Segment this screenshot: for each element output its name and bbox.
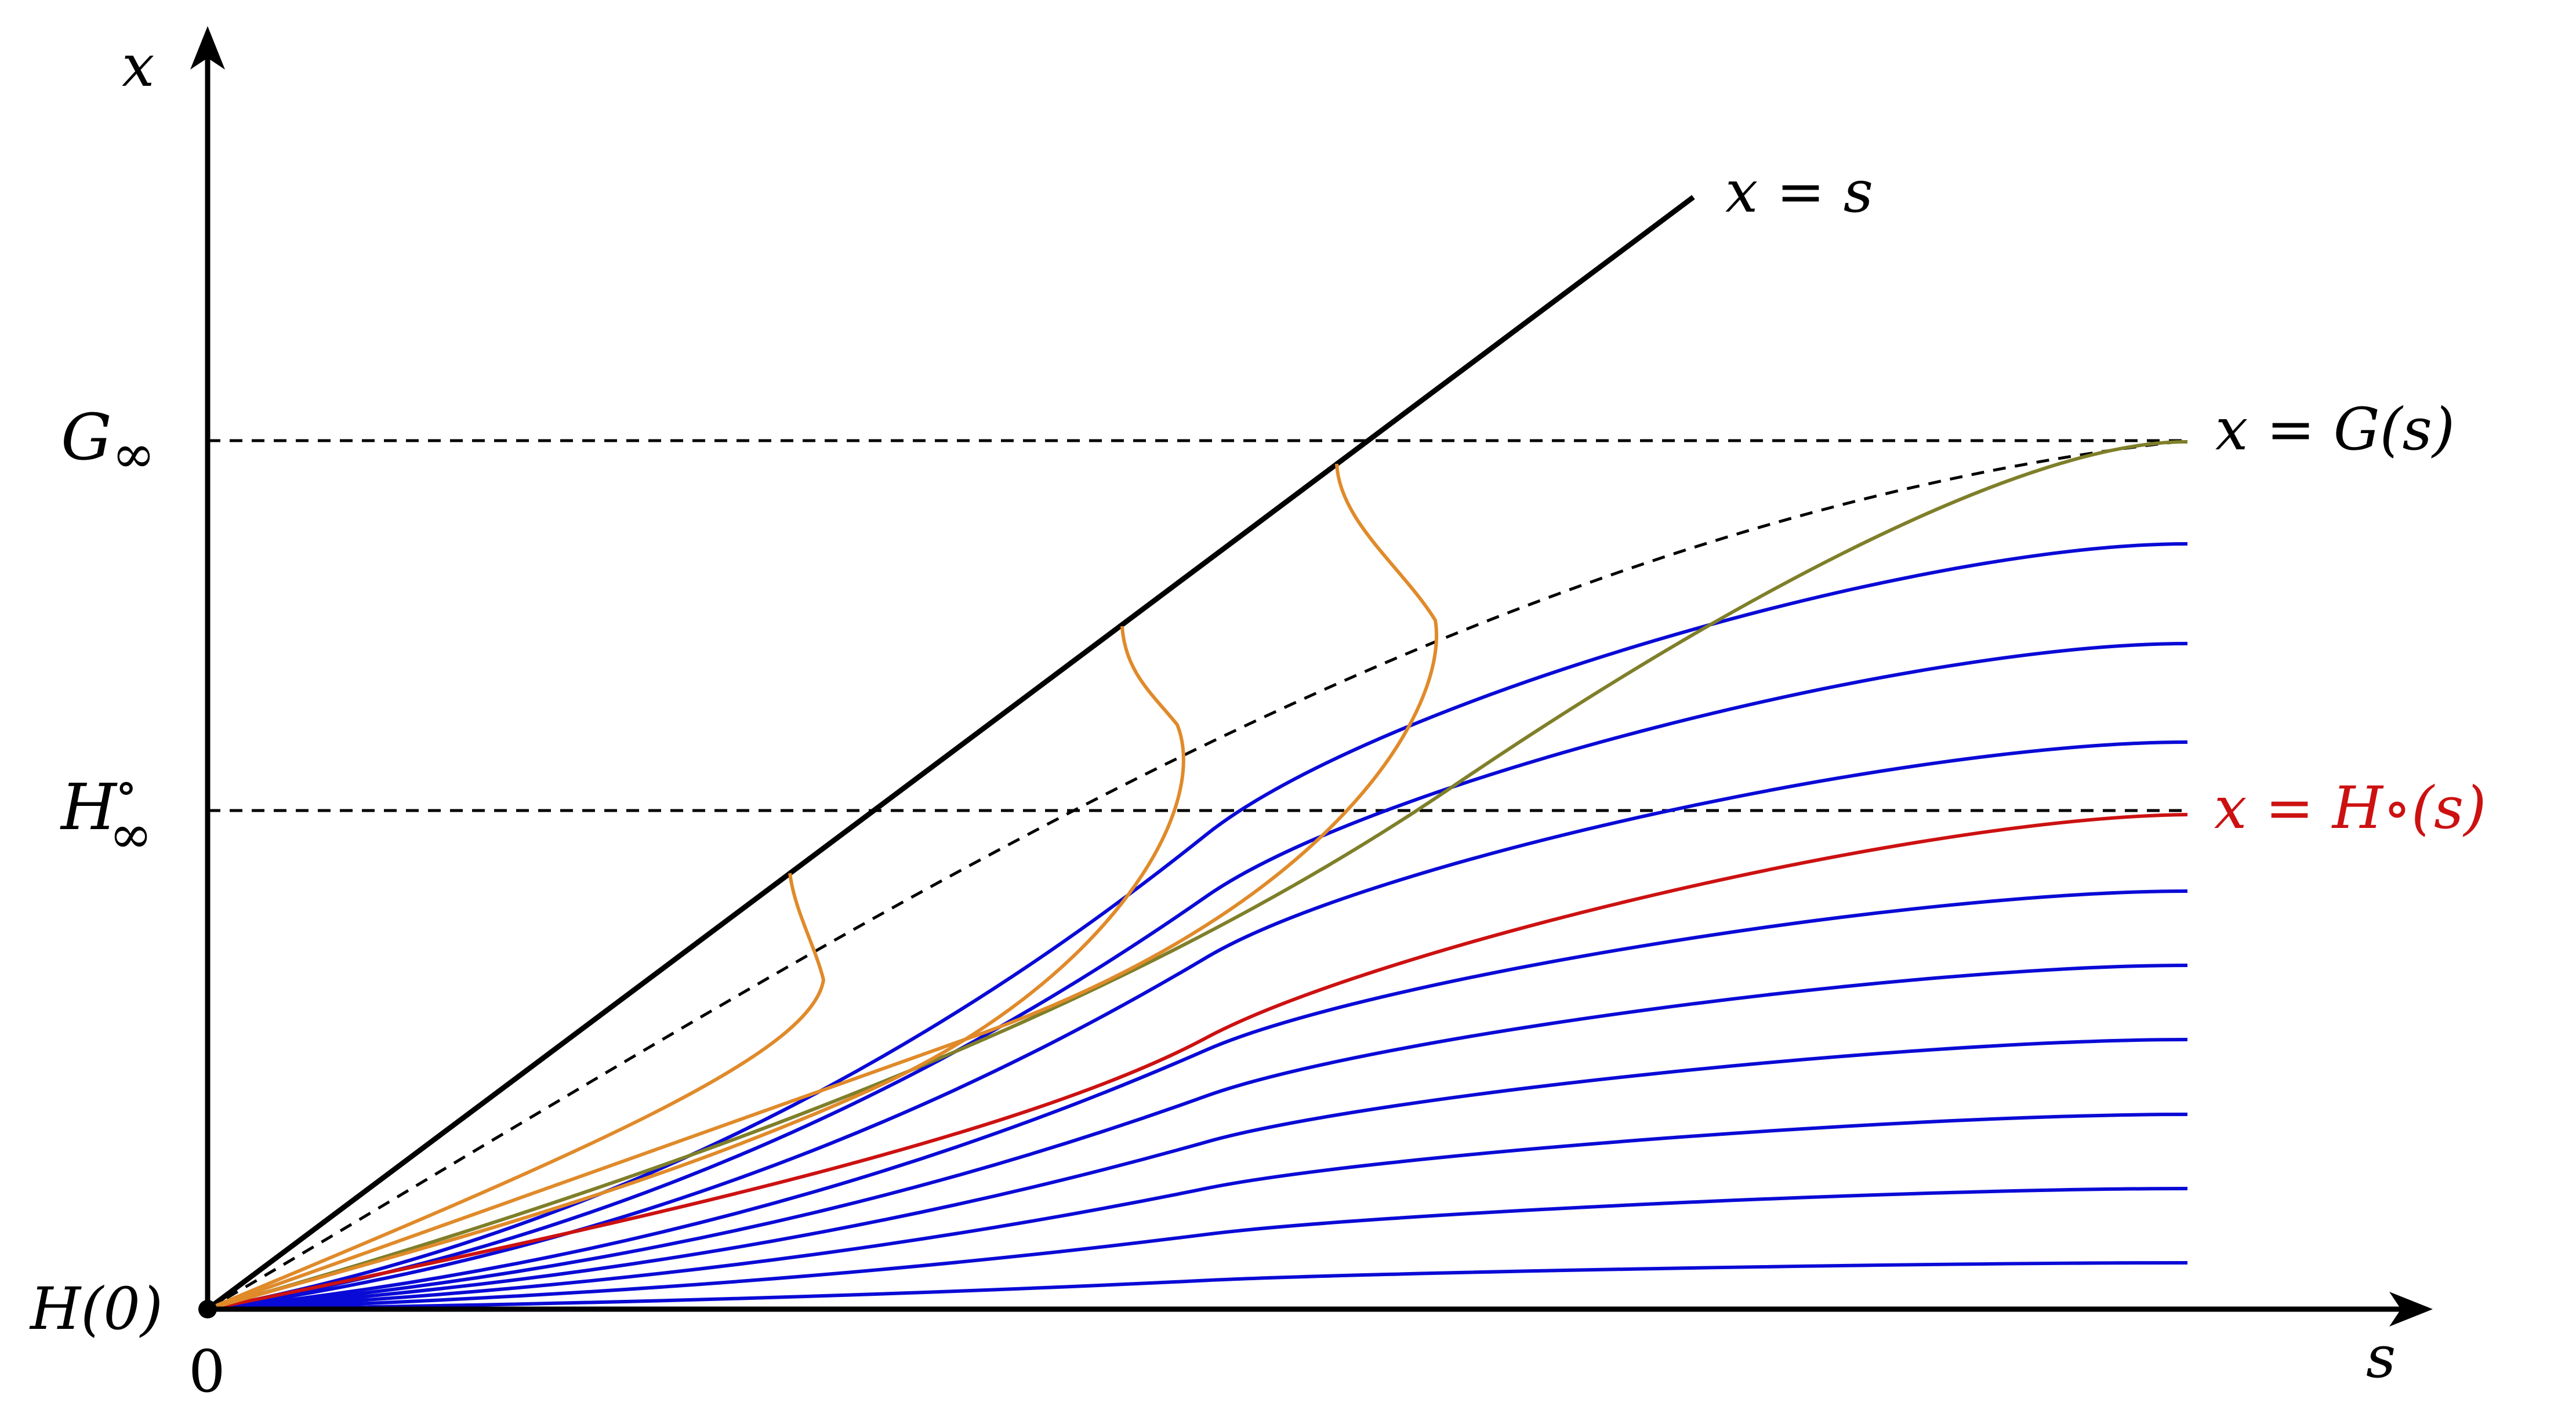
h0-text: H(0) [29, 1275, 163, 1343]
origin-point [198, 1300, 217, 1318]
y-axis-label: x [122, 32, 154, 100]
diagonal-line [206, 195, 1695, 1311]
orange-curve [207, 463, 1439, 1311]
x-axis-label: s [2366, 1323, 2396, 1391]
h-infinity-main: H [60, 770, 118, 844]
g-infinity-main: G [61, 400, 112, 474]
x-axis-arrowhead [2389, 1292, 2433, 1327]
g-infinity-label: G∞ [61, 400, 155, 485]
origin-label: 0 [188, 1338, 226, 1405]
orange-curve [207, 626, 1185, 1311]
h-circle-curve [207, 813, 2188, 1311]
g-dashed-curve [206, 439, 2188, 1311]
h-infinity-sup: ∘ [115, 760, 137, 814]
h0-label: H(0) [29, 1275, 163, 1343]
h-infinity-sub: ∞ [109, 804, 153, 865]
orange-curve [206, 873, 826, 1311]
diagonal-label: x = s [1725, 158, 1873, 226]
blue-curve [207, 1187, 2188, 1311]
orange-curve-family [206, 463, 1439, 1311]
blue-curve [207, 889, 2188, 1311]
g-curve-label: x = G(s) [2215, 395, 2455, 463]
g-curve [207, 439, 2188, 1311]
blue-curve [207, 1261, 2188, 1311]
blue-curve [207, 1038, 2188, 1311]
blue-curve [207, 642, 2188, 1311]
y-axis-arrowhead [190, 26, 225, 70]
h-infinity-label: H [60, 770, 118, 844]
blue-curve [207, 964, 2188, 1311]
blue-curve-family [207, 542, 2188, 1311]
blue-curve [207, 1113, 2188, 1311]
g-infinity-sub: ∞ [112, 424, 155, 485]
blue-curve [207, 740, 2188, 1311]
blue-curve [207, 542, 2188, 1311]
h-curve-label: x = H∘(s) [2214, 774, 2486, 842]
